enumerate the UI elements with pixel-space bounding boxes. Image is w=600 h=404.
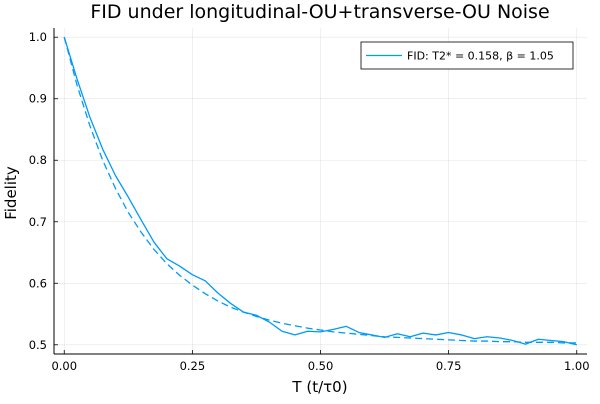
y-tick-label-0: 0.5 <box>29 338 47 352</box>
series-lines <box>63 37 577 346</box>
x-tick-label-3: 0.75 <box>436 359 462 373</box>
x-tick-label-2: 0.50 <box>308 359 334 373</box>
legend-label: FID: T2* = 0.158, β = 1.05 <box>407 50 554 63</box>
x-tick-label-4: 1.00 <box>564 359 590 373</box>
axes <box>53 28 587 355</box>
fid-series-line <box>63 37 577 346</box>
x-axis-label: T (t/τ0) <box>291 378 347 396</box>
tick-labels: 0.00 0.25 0.50 0.75 1.00 0.5 0.6 0.7 0.8 0.9 1.0 <box>29 30 590 373</box>
y-tick-label-1: 0.6 <box>29 276 47 290</box>
y-axis-label: Fidelity <box>2 166 20 220</box>
y-tick-label-3: 0.8 <box>29 153 47 167</box>
fit-curve-line <box>63 37 577 344</box>
x-tick-label-1: 0.25 <box>180 359 206 373</box>
legend: FID: T2* = 0.158, β = 1.05 <box>360 41 574 70</box>
y-tick-label-5: 1.0 <box>29 30 47 44</box>
y-tick-label-2: 0.7 <box>29 215 47 229</box>
y-tick-label-4: 0.9 <box>29 92 47 106</box>
x-tick-label-0: 0.00 <box>51 359 77 373</box>
grid <box>54 28 587 354</box>
chart-title: FID under longitudinal-OU+transverse-OU … <box>90 1 549 23</box>
